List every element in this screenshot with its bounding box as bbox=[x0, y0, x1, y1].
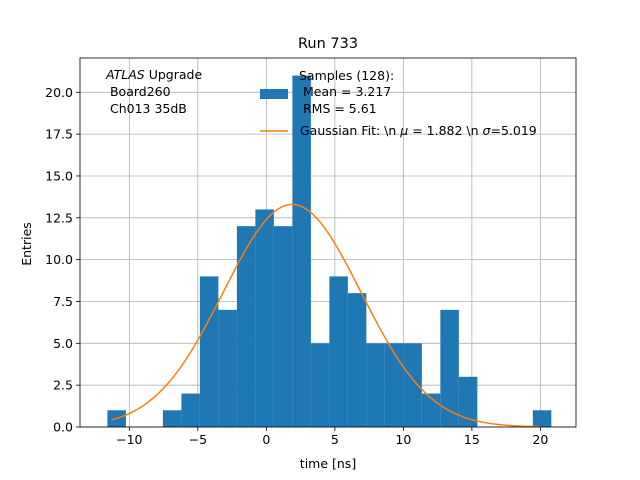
histogram-bar bbox=[329, 276, 348, 427]
x-axis-ticks: −10 −5 0 5 10 15 20 bbox=[116, 427, 548, 447]
plot-frame bbox=[79, 57, 577, 428]
gaussian-fit-curve bbox=[111, 203, 541, 428]
histogram-bar bbox=[255, 209, 274, 427]
histogram-bar bbox=[384, 343, 404, 427]
annotation-line-1: ATLAS Upgrade bbox=[105, 67, 202, 82]
x-tick-label: 0 bbox=[262, 432, 270, 447]
y-tick-label: 15.0 bbox=[45, 168, 73, 183]
y-tick-label: 20.0 bbox=[45, 85, 73, 100]
y-tick-label: 10.0 bbox=[45, 252, 73, 267]
histogram-bar bbox=[162, 410, 182, 427]
x-axis-title: time [ns] bbox=[300, 456, 356, 471]
y-tick-label: 12.5 bbox=[45, 210, 73, 225]
legend-histogram-swatch bbox=[260, 89, 288, 99]
x-tick-label: −5 bbox=[189, 432, 207, 447]
x-tick-label: 5 bbox=[331, 432, 339, 447]
y-tick-label: 7.5 bbox=[53, 294, 73, 309]
histogram-bar bbox=[199, 276, 219, 427]
y-axis-title: Entries bbox=[19, 222, 34, 266]
histogram-bars bbox=[107, 75, 552, 428]
x-tick-label: 10 bbox=[395, 432, 411, 447]
histogram-bar bbox=[440, 309, 459, 427]
annotation-line-3: Ch013 35dB bbox=[106, 101, 187, 116]
histogram-bar bbox=[458, 376, 478, 427]
histogram-bar bbox=[273, 226, 293, 427]
legend-hist-line-3: RMS = 5.61 bbox=[299, 101, 377, 116]
legend: Samples (128): Mean = 3.217 RMS = 5.61 G… bbox=[260, 68, 537, 138]
histogram-bar bbox=[181, 393, 200, 427]
legend-fit-label: Gaussian Fit: \n μ = 1.882 \n σ=5.019 bbox=[300, 123, 537, 138]
x-tick-label: 15 bbox=[464, 432, 480, 447]
legend-hist-line-2: Mean = 3.217 bbox=[299, 84, 391, 99]
annotation-line-2: Board260 bbox=[106, 84, 171, 99]
atlas-annotation: ATLAS Upgrade Board260 Ch013 35dB bbox=[105, 67, 202, 116]
atlas-label: ATLAS bbox=[105, 67, 145, 82]
histogram-bar bbox=[366, 343, 385, 427]
histogram-bar bbox=[403, 343, 422, 427]
x-tick-label: 20 bbox=[532, 432, 548, 447]
histogram-bar bbox=[292, 75, 311, 428]
histogram-bar bbox=[236, 226, 256, 427]
y-tick-label: 5.0 bbox=[53, 336, 73, 351]
y-tick-label: 2.5 bbox=[53, 378, 73, 393]
histogram-bar bbox=[218, 309, 237, 427]
histogram-bar bbox=[310, 343, 330, 427]
chart-title: Run 733 bbox=[298, 36, 358, 52]
histogram-bar bbox=[532, 410, 552, 427]
y-axis-ticks: 0.0 2.5 5.0 7.5 10.0 12.5 15.0 17.5 20.0 bbox=[45, 85, 80, 435]
upgrade-label: Upgrade bbox=[145, 67, 203, 82]
y-tick-label: 0.0 bbox=[53, 420, 73, 435]
x-tick-label: −10 bbox=[116, 432, 142, 447]
y-tick-label: 17.5 bbox=[45, 127, 73, 142]
legend-hist-line-1: Samples (128): bbox=[299, 68, 394, 83]
histogram-bar bbox=[347, 293, 367, 427]
